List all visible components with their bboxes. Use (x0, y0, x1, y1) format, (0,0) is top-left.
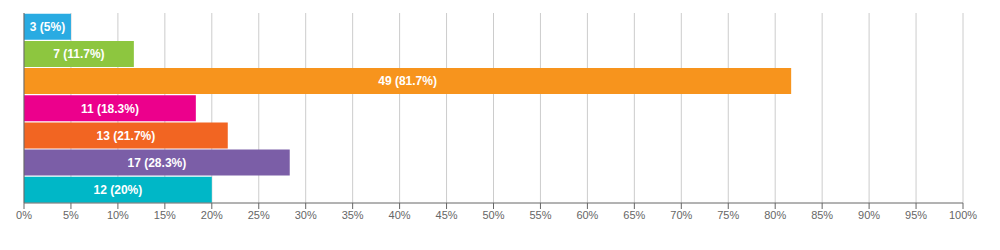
svg-text:30%: 30% (295, 209, 317, 221)
svg-text:20%: 20% (201, 209, 223, 221)
svg-text:5%: 5% (63, 209, 79, 221)
svg-text:80%: 80% (764, 209, 786, 221)
svg-text:40%: 40% (389, 209, 411, 221)
svg-text:11 (18.3%): 11 (18.3%) (81, 102, 139, 116)
svg-text:70%: 70% (670, 209, 692, 221)
svg-text:25%: 25% (248, 209, 270, 221)
svg-text:17 (28.3%): 17 (28.3%) (128, 156, 187, 170)
svg-text:13 (21.7%): 13 (21.7%) (97, 129, 156, 143)
svg-text:7 (11.7%): 7 (11.7%) (53, 47, 104, 61)
svg-text:85%: 85% (811, 209, 833, 221)
svg-text:3 (5%): 3 (5%) (30, 20, 65, 34)
svg-text:90%: 90% (858, 209, 880, 221)
svg-text:0%: 0% (16, 209, 32, 221)
svg-text:15%: 15% (154, 209, 176, 221)
svg-text:12 (20%): 12 (20%) (94, 183, 143, 197)
svg-text:60%: 60% (576, 209, 598, 221)
svg-text:35%: 35% (342, 209, 364, 221)
svg-text:55%: 55% (529, 209, 551, 221)
svg-text:65%: 65% (623, 209, 645, 221)
svg-text:49 (81.7%): 49 (81.7%) (378, 74, 437, 88)
svg-text:100%: 100% (949, 209, 977, 221)
svg-text:50%: 50% (482, 209, 504, 221)
svg-text:95%: 95% (905, 209, 927, 221)
svg-text:75%: 75% (717, 209, 739, 221)
svg-text:45%: 45% (436, 209, 458, 221)
svg-text:10%: 10% (107, 209, 129, 221)
